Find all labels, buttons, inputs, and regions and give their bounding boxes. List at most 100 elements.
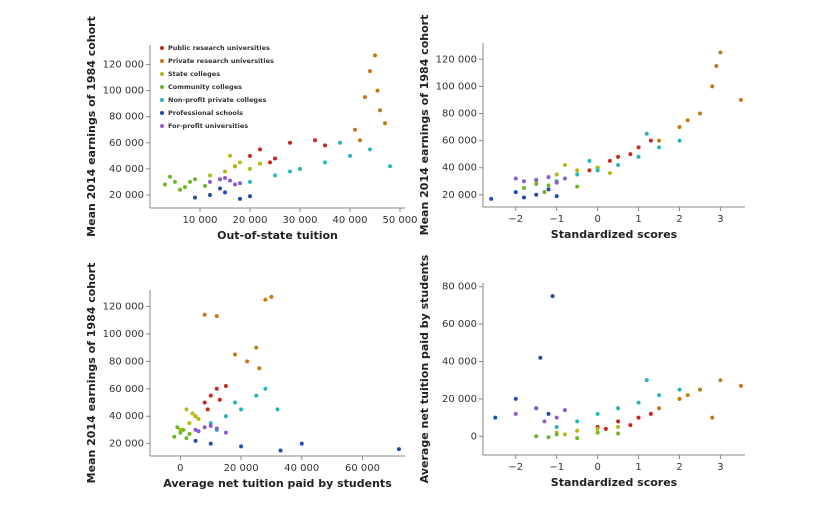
point [188, 179, 192, 184]
point [595, 430, 600, 435]
point [217, 397, 222, 402]
point [208, 421, 213, 426]
point [534, 177, 539, 182]
point [187, 432, 192, 437]
point [534, 192, 539, 197]
point [644, 131, 649, 136]
point [323, 143, 327, 148]
point [233, 400, 237, 405]
point [223, 169, 227, 174]
point [248, 153, 252, 158]
point [214, 314, 219, 319]
point [603, 426, 608, 431]
point [208, 393, 213, 398]
point [248, 179, 252, 184]
y-tick-label: 40 000 [442, 163, 477, 174]
legend-marker [160, 85, 164, 89]
point [628, 152, 633, 157]
x-tick-label: 40 000 [333, 215, 368, 226]
point [546, 435, 551, 440]
point [636, 154, 641, 159]
legend-label: State colleges [168, 70, 220, 78]
point [595, 168, 600, 173]
point [368, 147, 372, 152]
point [193, 427, 198, 432]
point [208, 423, 213, 428]
point [288, 140, 292, 145]
point [258, 161, 262, 166]
point [636, 400, 641, 405]
x-tick-label: −1 [549, 462, 564, 473]
point [178, 427, 183, 432]
x-tick-label: 2 [676, 462, 682, 473]
point [554, 432, 559, 437]
point [273, 173, 277, 178]
point [521, 186, 526, 191]
point [233, 352, 237, 357]
x-tick-label: 0 [594, 214, 600, 225]
legend-label: For-profit universities [168, 122, 248, 130]
y-tick-label: 20 000 [442, 190, 477, 201]
point [196, 416, 201, 421]
legend-marker [160, 59, 164, 63]
x-axis-title: Standardized scores [551, 476, 678, 489]
point [587, 158, 592, 163]
point [299, 441, 304, 446]
legend-marker [160, 72, 164, 76]
point [223, 384, 228, 389]
point [616, 431, 621, 436]
point [248, 194, 252, 199]
point [233, 182, 237, 187]
point [677, 138, 682, 143]
point [193, 438, 198, 443]
point [208, 192, 212, 197]
point [205, 407, 210, 412]
point [288, 169, 292, 174]
y-axis-title: Mean 2014 earnings of 1984 cohort [418, 15, 431, 236]
point [181, 427, 186, 432]
point [263, 297, 268, 302]
point [273, 156, 277, 161]
point [202, 425, 207, 430]
point [542, 419, 547, 424]
y-tick-label: 100 000 [103, 86, 144, 97]
point [202, 400, 207, 405]
point [616, 154, 621, 159]
point [214, 386, 219, 391]
point [607, 171, 612, 176]
point [677, 125, 682, 130]
point [184, 407, 189, 412]
point [738, 97, 743, 102]
point [607, 158, 612, 163]
y-tick-label: 120 000 [103, 301, 144, 312]
y-tick-label: 60 000 [442, 136, 477, 147]
point [644, 378, 649, 383]
x-tick-label: 1 [635, 214, 641, 225]
point [513, 190, 518, 195]
y-axis-title: Mean 2014 earnings of 1984 cohort [85, 263, 98, 484]
subplot: −2 −1 0 1 2 3 0 20 000 40 000 60 000 80 000 Standar… [418, 254, 745, 489]
point [187, 421, 192, 426]
point [245, 359, 250, 364]
point [388, 164, 392, 169]
legend-label: Non-profit private colleges [168, 96, 266, 104]
point [233, 164, 237, 169]
point [513, 176, 518, 181]
point [546, 187, 551, 192]
point [534, 434, 539, 439]
point [657, 393, 662, 398]
point [628, 423, 633, 428]
point [738, 383, 743, 388]
point [173, 179, 177, 184]
point [223, 190, 227, 195]
point [358, 138, 362, 143]
point [275, 407, 280, 412]
point [677, 387, 682, 392]
point [268, 160, 272, 165]
point [378, 108, 382, 113]
point [575, 168, 580, 173]
point [534, 406, 539, 411]
point [373, 53, 377, 58]
point [616, 424, 621, 429]
